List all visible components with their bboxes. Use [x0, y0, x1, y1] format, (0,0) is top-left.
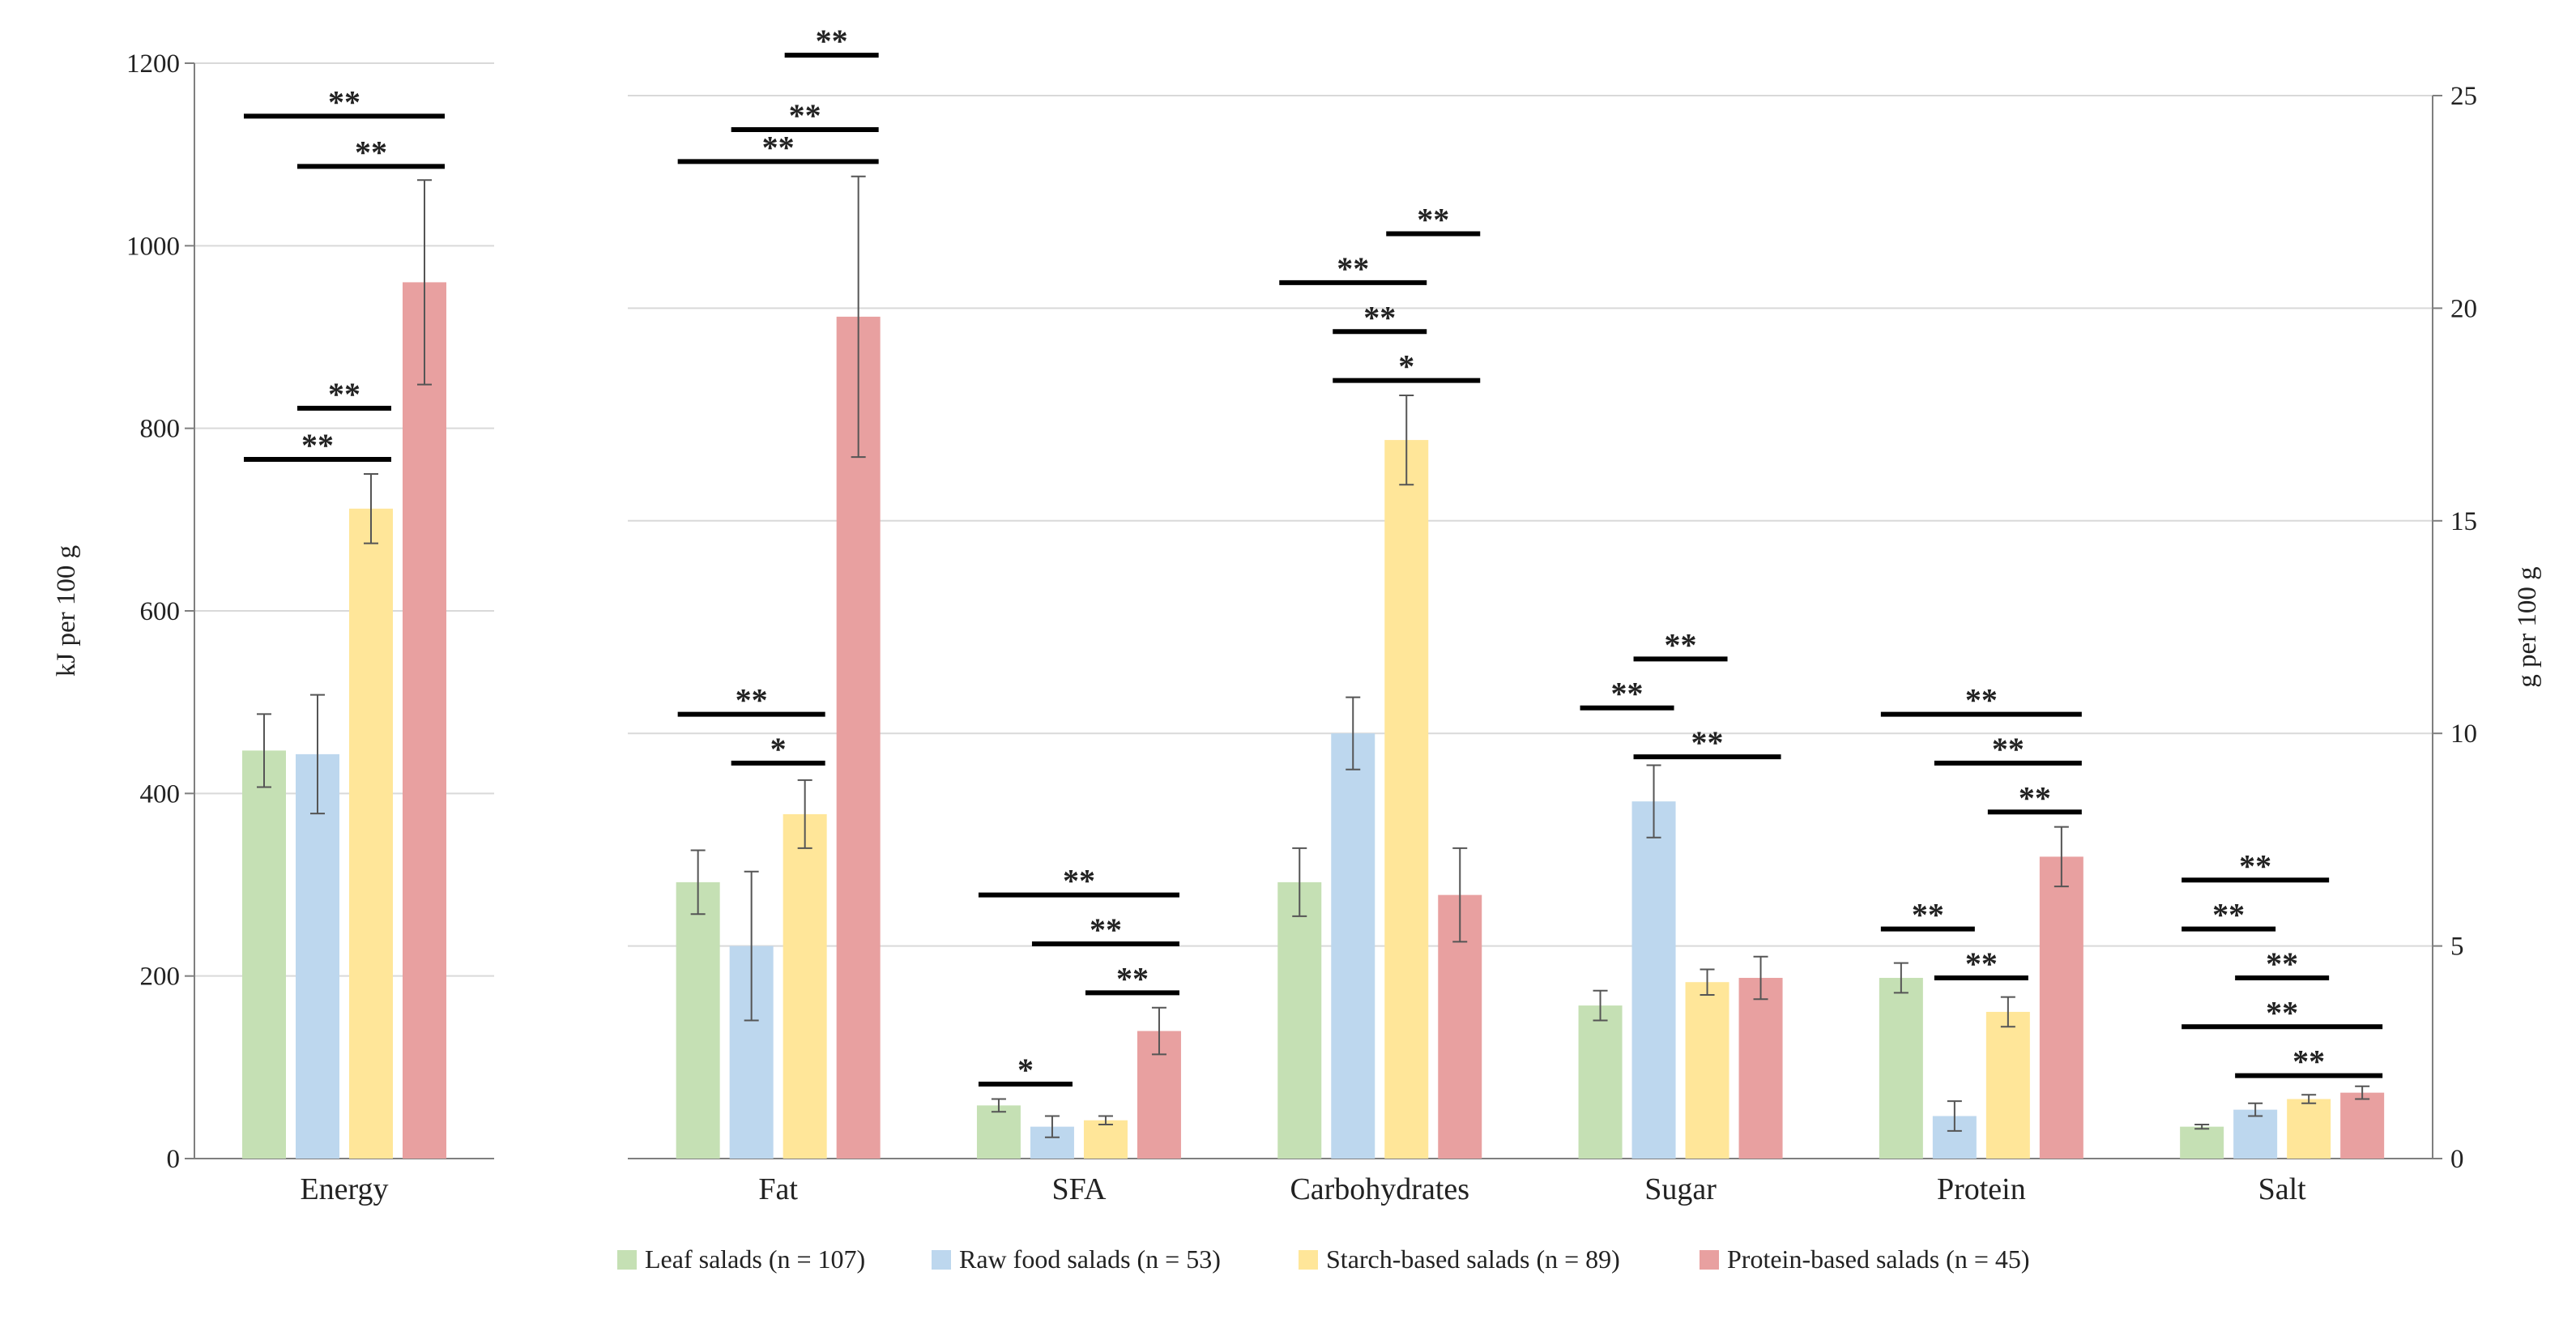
significance-marker: **	[1363, 299, 1396, 335]
energy-chart: 0 200 400 600 800 1000 1200 kJ per 100 g Energy *…	[52, 49, 494, 1206]
y-tick-label: 400	[140, 779, 181, 809]
y-tick-label: 1200	[126, 49, 180, 79]
legend-label-raw-food-salads: Raw food salads (n = 53)	[959, 1244, 1221, 1274]
significance-marker: **	[736, 682, 768, 719]
y-tick-label: 20	[2450, 294, 2477, 323]
legend: Leaf salads (n = 107) Raw food salads (n …	[617, 1244, 2030, 1274]
significance-marker: *	[1017, 1052, 1034, 1088]
bar-salt-protein-based-salads	[2340, 1092, 2385, 1159]
significance-marker: **	[1992, 731, 2024, 767]
significance-marker: **	[1337, 250, 1369, 287]
bar-carbohydrates-starch-based-salads	[1384, 440, 1429, 1159]
y-tick-label: 0	[2450, 1145, 2464, 1174]
significance-marker: **	[1665, 626, 1697, 663]
legend-label-starch-based-salads: Starch-based salads (n = 89)	[1326, 1244, 1620, 1274]
bar-energy-starch-based-salads	[349, 508, 393, 1159]
bar-energy-leaf-salads	[242, 750, 286, 1159]
y-tick-label: 600	[140, 597, 181, 626]
bar-sugar-raw-food-salads	[1631, 801, 1676, 1159]
significance-marker: **	[328, 376, 360, 412]
significance-marker: **	[1691, 724, 1724, 761]
bar-sugar-protein-based-salads	[1738, 977, 1783, 1159]
significance-marker: **	[1912, 897, 1944, 933]
category-label-carbohydrates: Carbohydrates	[1290, 1172, 1469, 1206]
category-label-sugar: Sugar	[1644, 1172, 1717, 1206]
significance-marker: **	[1417, 202, 1449, 238]
legend-label-protein-based-salads: Protein-based salads (n = 45)	[1727, 1244, 2030, 1274]
bar-salt-starch-based-salads	[2287, 1099, 2331, 1159]
significance-marker: **	[816, 23, 848, 59]
legend-swatch-raw-food-salads	[932, 1250, 951, 1270]
category-label-sfa: SFA	[1052, 1172, 1107, 1206]
significance-marker: *	[770, 731, 787, 767]
y-axis-title: kJ per 100 g	[52, 545, 81, 677]
significance-marker: *	[1398, 348, 1414, 385]
bar-energy-protein-based-salads	[403, 282, 446, 1159]
significance-marker: **	[1611, 676, 1644, 712]
significance-marker: **	[1090, 911, 1122, 948]
significance-marker: **	[301, 427, 334, 463]
significance-marker: **	[1116, 960, 1149, 997]
category-label-energy: Energy	[300, 1172, 388, 1206]
y-tick-label: 25	[2450, 82, 2477, 111]
category-label-protein: Protein	[1937, 1172, 2026, 1206]
significance-marker: **	[2019, 779, 2051, 816]
legend-label-leaf-salads: Leaf salads (n = 107)	[645, 1244, 865, 1274]
y-tick-label: 800	[140, 415, 181, 444]
significance-marker: **	[762, 129, 795, 165]
significance-marker: **	[2292, 1044, 2325, 1080]
y-tick-label: 1000	[126, 232, 180, 261]
bar-sugar-leaf-salads	[1578, 1005, 1623, 1159]
category-label-salt: Salt	[2258, 1172, 2307, 1206]
bar-fat-leaf-salads	[676, 881, 720, 1159]
significance-marker: **	[2239, 847, 2271, 884]
legend-swatch-starch-based-salads	[1299, 1250, 1318, 1270]
y-tick-label: 0	[167, 1145, 181, 1174]
significance-marker: **	[789, 97, 821, 134]
significance-marker: **	[328, 83, 360, 120]
bar-carbohydrates-leaf-salads	[1277, 881, 1322, 1159]
y-tick-label: 10	[2450, 719, 2477, 749]
category-label-fat: Fat	[758, 1172, 798, 1206]
bar-sfa-leaf-salads	[976, 1105, 1021, 1159]
y-tick-label: 200	[140, 963, 181, 992]
significance-marker: **	[1965, 945, 1998, 982]
significance-marker: **	[2266, 945, 2298, 982]
y-axis-title: g per 100 g	[2513, 566, 2542, 687]
bar-protein-starch-based-salads	[1985, 1011, 2030, 1159]
significance-marker: **	[2266, 994, 2298, 1031]
bar-sfa-starch-based-salads	[1083, 1120, 1128, 1159]
significance-marker: **	[1063, 863, 1095, 899]
y-tick-label: 5	[2450, 933, 2464, 962]
bar-fat-starch-based-salads	[783, 813, 827, 1159]
bar-carbohydrates-raw-food-salads	[1331, 733, 1375, 1159]
bar-protein-protein-based-salads	[2039, 856, 2083, 1159]
nutrients-chart: 0 5 10 15 20 25 g per 100 g Fat SFA Carbohydrates…	[628, 23, 2542, 1206]
legend-swatch-protein-based-salads	[1700, 1250, 1719, 1270]
legend-swatch-leaf-salads	[617, 1250, 637, 1270]
bar-sugar-starch-based-salads	[1685, 982, 1729, 1159]
bar-protein-leaf-salads	[1879, 977, 1923, 1159]
y-tick-label: 15	[2450, 507, 2477, 536]
significance-marker: **	[1965, 682, 1998, 719]
significance-marker: **	[2212, 897, 2245, 933]
bar-salt-leaf-salads	[2180, 1126, 2224, 1159]
significance-marker: **	[355, 134, 387, 170]
bar-salt-raw-food-salads	[2233, 1109, 2278, 1159]
bar-energy-raw-food-salads	[296, 753, 339, 1159]
